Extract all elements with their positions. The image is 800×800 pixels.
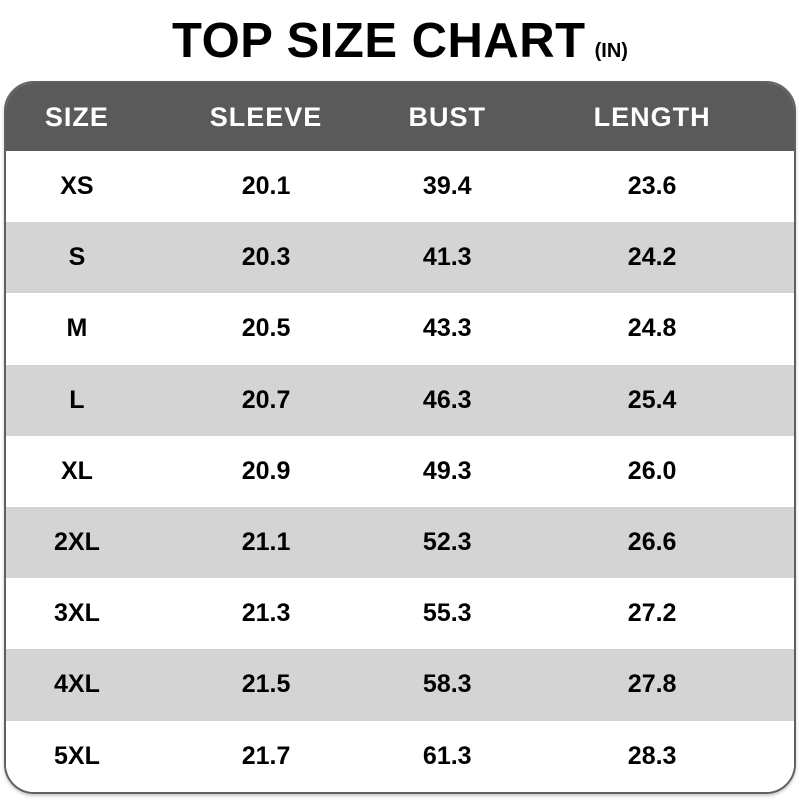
length-cell: 25.4 xyxy=(627,385,677,414)
size-cell: 4XL xyxy=(53,670,100,699)
sleeve-cell: 20.7 xyxy=(241,385,291,414)
bust-cell: 55.3 xyxy=(422,599,472,628)
sleeve-cell: 21.3 xyxy=(241,599,291,628)
sleeve-cell: 21.1 xyxy=(241,528,291,557)
sleeve-cell: 20.3 xyxy=(241,243,291,272)
size-cell: 2XL xyxy=(53,528,100,557)
length-cell: 23.6 xyxy=(627,172,677,201)
size-cell: 5XL xyxy=(53,741,100,770)
length-cell: 24.2 xyxy=(627,243,677,272)
length-cell: 28.3 xyxy=(627,741,677,770)
bust-cell: 46.3 xyxy=(422,385,472,414)
table-row: 4XL 21.5 58.3 27.8 xyxy=(6,649,794,721)
table-row: L 20.7 46.3 25.4 xyxy=(6,364,794,436)
bust-cell: 58.3 xyxy=(422,670,472,699)
size-chart-table: SIZE SLEEVE BUST LENGTH XS 20.1 39.4 23.… xyxy=(4,81,796,794)
size-cell: S xyxy=(68,243,86,272)
table-row: S 20.3 41.3 24.2 xyxy=(6,222,794,294)
table-row: 3XL 21.3 55.3 27.2 xyxy=(6,578,794,650)
bust-cell: 49.3 xyxy=(422,456,472,485)
sleeve-cell: 21.5 xyxy=(241,670,291,699)
table-header-row: SIZE SLEEVE BUST LENGTH xyxy=(6,83,794,151)
bust-cell: 61.3 xyxy=(422,741,472,770)
header-cell-sleeve: SLEEVE xyxy=(209,101,323,132)
size-cell: L xyxy=(69,385,85,414)
length-cell: 26.0 xyxy=(627,456,677,485)
table-body: XS 20.1 39.4 23.6 S 20.3 41.3 24.2 M 20.… xyxy=(6,151,794,792)
table-row: 5XL 21.7 61.3 28.3 xyxy=(6,720,794,792)
table-row: 2XL 21.1 52.3 26.6 xyxy=(6,506,794,579)
table-row: XS 20.1 39.4 23.6 xyxy=(6,151,794,223)
table-row: XL 20.9 49.3 26.0 xyxy=(6,435,794,507)
size-cell: XS xyxy=(60,172,94,201)
page-title: TOP SIZE CHART (IN) xyxy=(0,0,800,69)
sleeve-cell: 20.1 xyxy=(241,172,291,201)
header-cell-bust: BUST xyxy=(408,101,486,132)
bust-cell: 39.4 xyxy=(422,172,472,201)
size-cell: 3XL xyxy=(53,599,100,628)
table-row: M 20.5 43.3 24.8 xyxy=(6,293,794,365)
header-cell-size: SIZE xyxy=(44,101,109,132)
bust-cell: 41.3 xyxy=(422,243,472,272)
length-cell: 26.6 xyxy=(627,528,677,557)
sleeve-cell: 20.9 xyxy=(241,456,291,485)
bust-cell: 43.3 xyxy=(422,314,472,343)
size-cell: M xyxy=(66,314,88,343)
header-cell-length: LENGTH xyxy=(593,101,711,132)
bust-cell: 52.3 xyxy=(422,528,472,557)
sleeve-cell: 20.5 xyxy=(241,314,291,343)
unit-label: (IN) xyxy=(594,40,628,62)
size-cell: XL xyxy=(60,456,93,485)
sleeve-cell: 21.7 xyxy=(241,741,291,770)
length-cell: 24.8 xyxy=(627,314,677,343)
page-title-text: TOP SIZE CHART xyxy=(172,14,586,68)
length-cell: 27.2 xyxy=(627,599,677,628)
length-cell: 27.8 xyxy=(627,670,677,699)
